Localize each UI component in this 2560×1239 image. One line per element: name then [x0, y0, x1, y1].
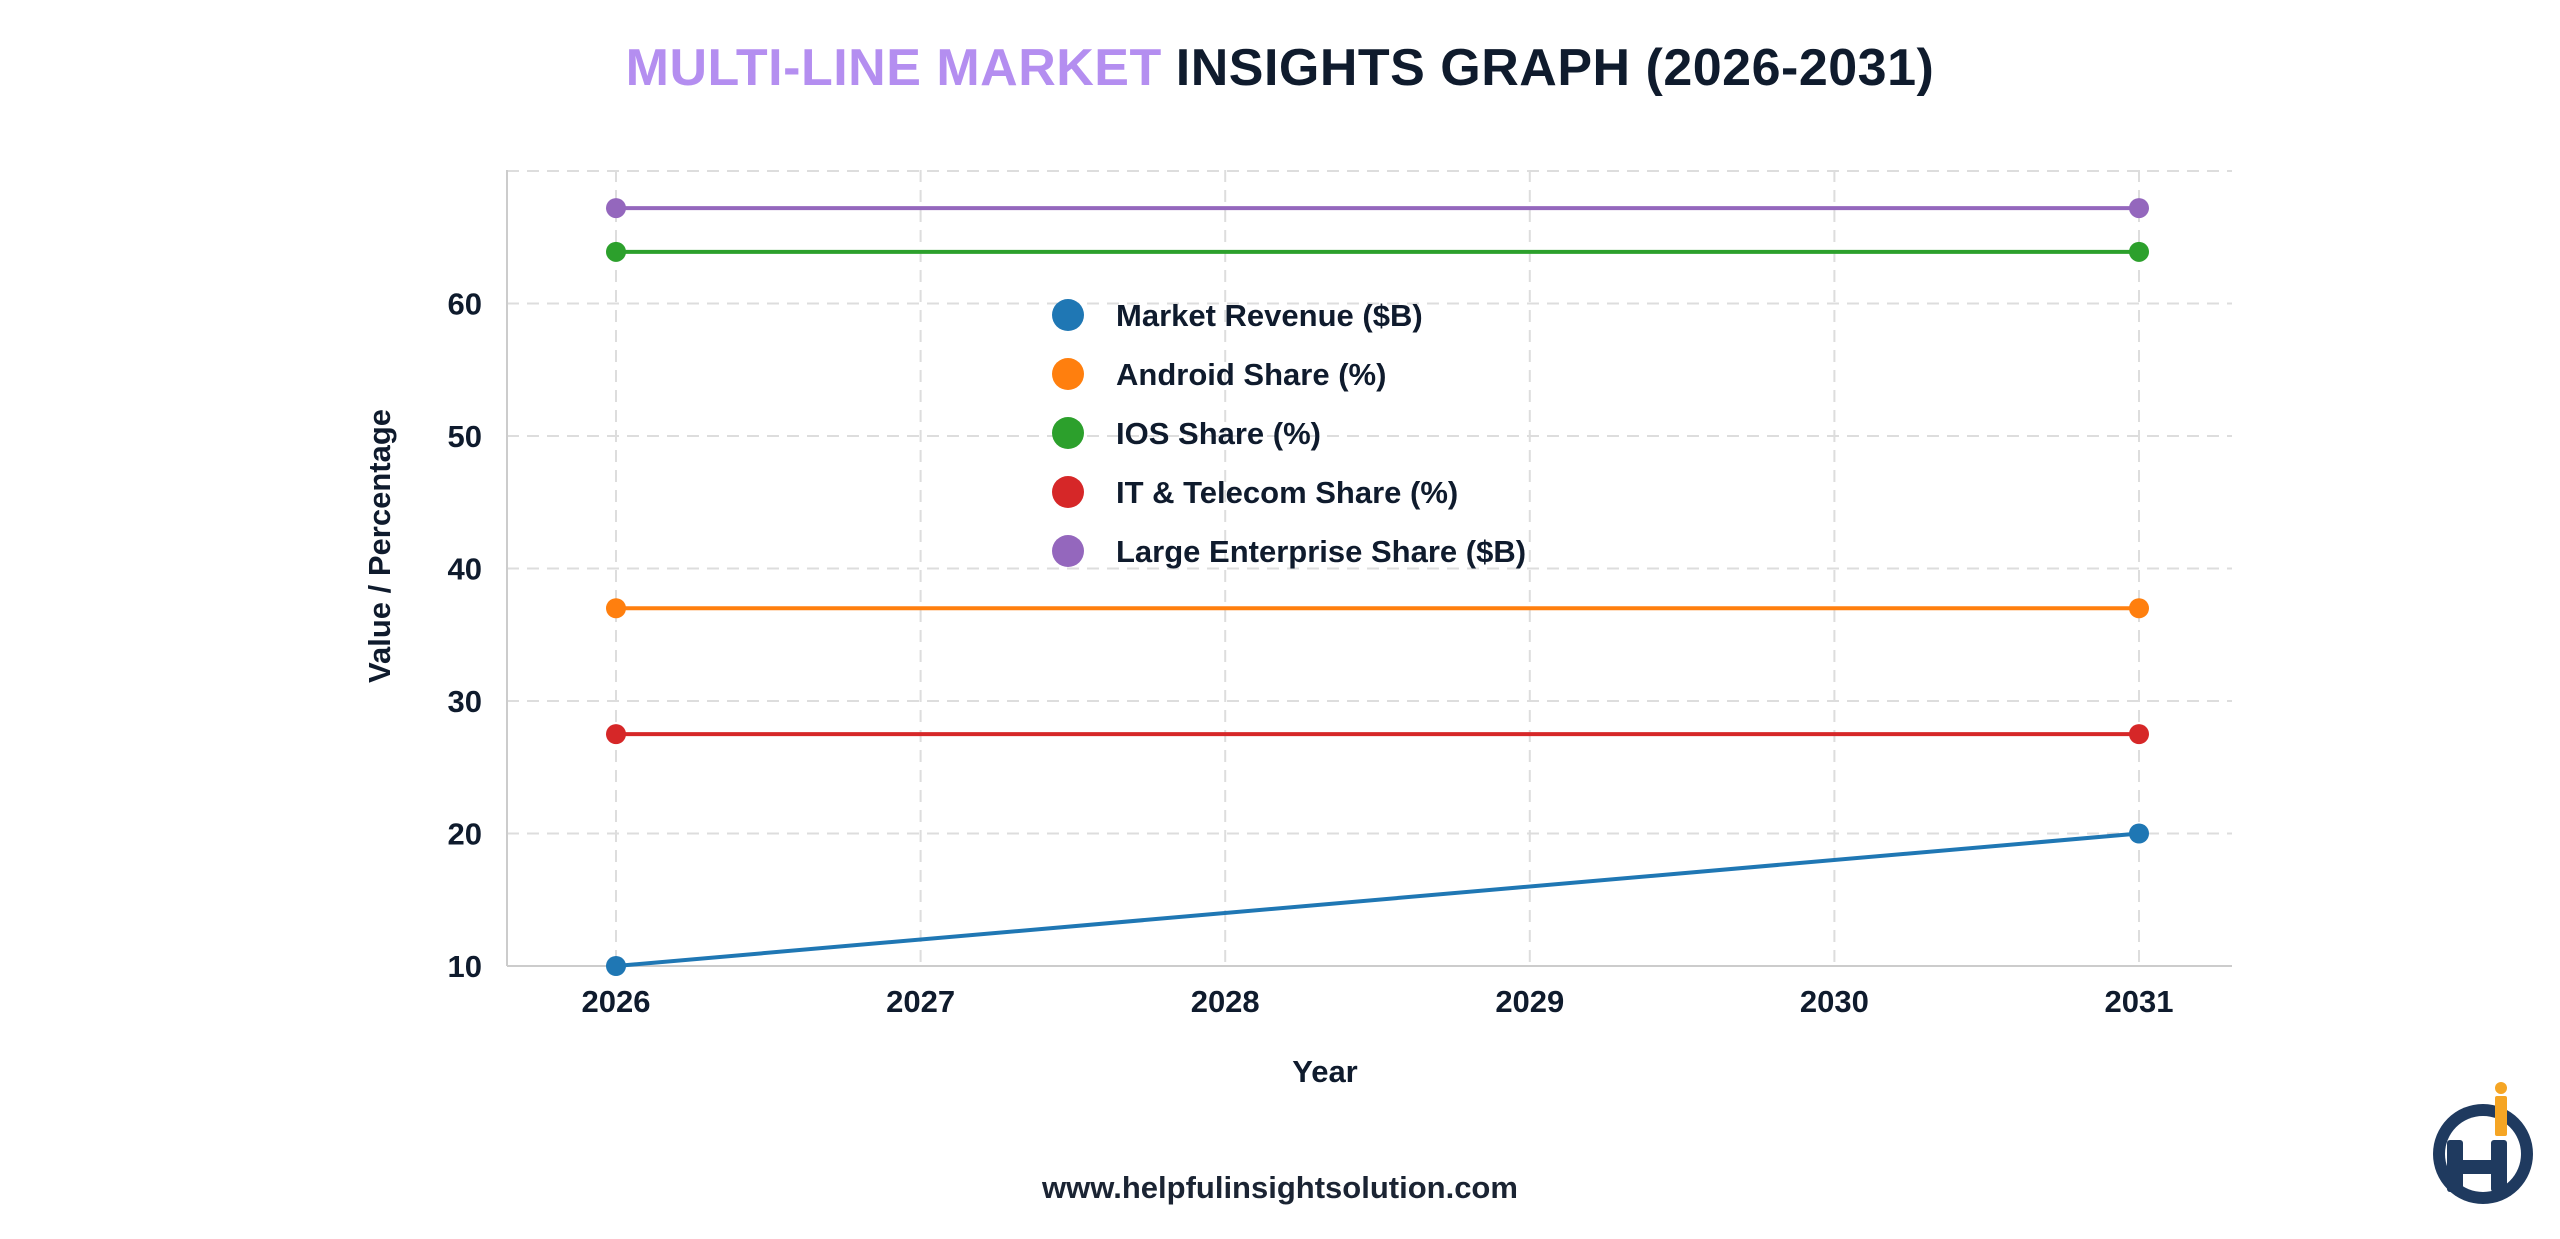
- y-tick-label: 20: [448, 817, 482, 852]
- x-axis-label: Year: [1292, 1054, 1358, 1089]
- y-axis-label: Value / Percentage: [362, 409, 397, 683]
- legend-item: IOS Share (%): [1052, 416, 1321, 451]
- chart-title-accent: MULTI-LINE MARKET: [625, 39, 1162, 97]
- hi-logo-icon: [2433, 1082, 2533, 1204]
- y-tick-label: 60: [448, 287, 482, 322]
- legend-item: Large Enterprise Share ($B): [1052, 534, 1526, 569]
- legend-marker: [1052, 476, 1084, 508]
- legend-label: Market Revenue ($B): [1116, 298, 1423, 333]
- data-point: [606, 241, 626, 262]
- legend-item: Market Revenue ($B): [1052, 298, 1423, 333]
- y-tick-label: 30: [448, 684, 482, 719]
- website-url: www.helpfulinsightsolution.com: [1042, 1170, 1518, 1205]
- data-point: [2129, 823, 2149, 844]
- series-2: [606, 598, 2149, 619]
- x-tick-label: 2026: [582, 984, 651, 1019]
- x-tick-label: 2031: [2105, 984, 2174, 1019]
- series-4: [606, 724, 2149, 745]
- x-tick-label: 2029: [1495, 984, 1564, 1019]
- data-point: [2129, 724, 2149, 745]
- data-point: [606, 724, 626, 745]
- data-point: [606, 598, 626, 619]
- legend: Market Revenue ($B) Android Share (%) IOS …: [1052, 298, 1526, 569]
- legend-label: IOS Share (%): [1116, 416, 1321, 451]
- legend-label: Large Enterprise Share ($B): [1116, 534, 1526, 569]
- legend-marker: [1052, 299, 1084, 331]
- data-point: [606, 956, 626, 976]
- x-tick-label: 2027: [886, 984, 955, 1019]
- data-point: [2129, 241, 2149, 262]
- y-tick-label: 50: [448, 419, 482, 454]
- chart-title-main: INSIGHTS GRAPH (2026-2031): [1175, 39, 1935, 97]
- data-point: [2129, 598, 2149, 619]
- y-tick-label: 10: [448, 949, 482, 984]
- legend-marker: [1052, 417, 1084, 449]
- legend-marker: [1052, 358, 1084, 390]
- legend-label: IT & Telecom Share (%): [1116, 475, 1458, 510]
- x-tick-label: 2028: [1191, 984, 1260, 1019]
- x-tick-label: 2030: [1800, 984, 1869, 1019]
- series-line: [615, 831, 2140, 968]
- legend-marker: [1052, 535, 1084, 567]
- legend-item: Android Share (%): [1052, 357, 1386, 392]
- series-3: [606, 241, 2149, 262]
- series-1: [606, 823, 2149, 976]
- chart-title: MULTI-LINE MARKET INSIGHTS GRAPH (2026-20…: [0, 38, 2560, 98]
- series-5: [606, 198, 2149, 219]
- y-tick-label: 40: [448, 552, 482, 587]
- legend-label: Android Share (%): [1116, 357, 1386, 392]
- legend-item: IT & Telecom Share (%): [1052, 475, 1458, 510]
- series-lines: [606, 198, 2149, 976]
- data-point: [606, 198, 626, 219]
- data-point: [2129, 198, 2149, 219]
